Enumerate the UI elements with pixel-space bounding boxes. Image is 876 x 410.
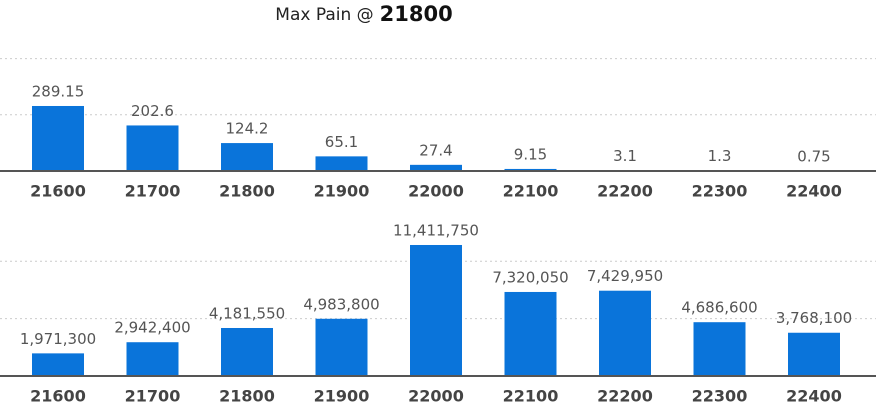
- value-label: 289.15: [32, 82, 85, 100]
- x-tick-label: 22000: [408, 182, 464, 201]
- x-tick-label: 22300: [692, 387, 748, 406]
- bar: [504, 291, 557, 376]
- value-label: 1,971,300: [20, 330, 96, 348]
- bar: [410, 244, 462, 376]
- value-label: 0.75: [797, 147, 830, 165]
- value-label: 3.1: [613, 147, 637, 165]
- title-value: 21800: [380, 2, 453, 26]
- x-tick-label: 22400: [786, 182, 842, 201]
- chart-title: Max Pain @ 21800: [275, 2, 452, 26]
- x-tick-label: 21900: [314, 182, 370, 201]
- value-label: 1.3: [708, 147, 732, 165]
- x-tick-label: 21700: [125, 182, 181, 201]
- x-tick-label: 22200: [597, 182, 653, 201]
- value-label: 4,686,600: [681, 299, 757, 317]
- title-text: Max Pain @: [275, 5, 373, 25]
- value-label: 7,320,050: [492, 268, 568, 286]
- value-label: 7,429,950: [587, 267, 663, 285]
- x-tick-label: 21600: [30, 387, 86, 406]
- x-tick-label: 21800: [219, 182, 275, 201]
- bar: [504, 168, 557, 171]
- x-tick-label: 21700: [125, 387, 181, 406]
- bar: [126, 125, 179, 171]
- bar: [221, 143, 273, 171]
- bar: [410, 164, 462, 171]
- x-tick-label: 22400: [786, 387, 842, 406]
- value-label: 3,768,100: [776, 309, 852, 327]
- bar: [32, 105, 84, 171]
- value-label: 4,983,800: [303, 295, 379, 313]
- x-tick-label: 22200: [597, 387, 653, 406]
- x-tick-label: 22100: [503, 387, 559, 406]
- value-label: 27.4: [419, 141, 452, 159]
- bar: [315, 156, 368, 171]
- x-tick-label: 21800: [219, 387, 275, 406]
- bar: [599, 290, 651, 376]
- value-label: 124.2: [226, 120, 269, 138]
- value-label: 9.15: [514, 145, 547, 163]
- value-label: 2,942,400: [114, 319, 190, 337]
- bar: [32, 353, 84, 376]
- bar: [788, 332, 840, 376]
- x-tick-label: 21900: [314, 387, 370, 406]
- bar: [126, 342, 179, 376]
- bar: [693, 322, 746, 376]
- bar: [221, 327, 273, 376]
- x-tick-label: 22100: [503, 182, 559, 201]
- bar: [315, 318, 368, 376]
- x-tick-label: 21600: [30, 182, 86, 201]
- value-label: 11,411,750: [393, 221, 479, 239]
- value-label: 65.1: [325, 133, 358, 151]
- x-tick-label: 22300: [692, 182, 748, 201]
- value-label: 202.6: [131, 102, 174, 120]
- value-label: 4,181,550: [209, 304, 285, 322]
- x-tick-label: 22000: [408, 387, 464, 406]
